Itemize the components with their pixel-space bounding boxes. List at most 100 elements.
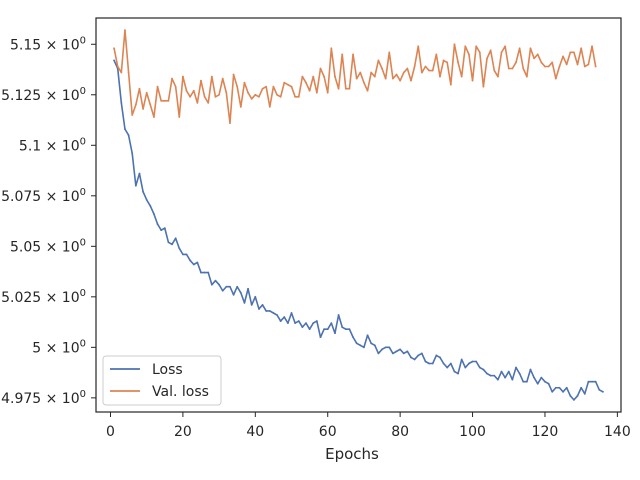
data-point [149, 205, 152, 207]
data-point [254, 93, 257, 96]
data-point [167, 99, 170, 102]
data-point [153, 213, 155, 215]
data-point [442, 362, 445, 365]
data-point [522, 380, 525, 383]
data-point [598, 388, 601, 391]
data-point [210, 283, 213, 286]
data-point [120, 101, 123, 104]
data-point [511, 378, 514, 381]
data-point [229, 285, 231, 288]
data-point [507, 67, 510, 70]
data-point [214, 95, 217, 98]
y-tick-mantissa: 5.15 × 10 [10, 37, 80, 53]
data-point [464, 45, 467, 48]
data-point [254, 295, 257, 298]
data-point [287, 322, 289, 324]
data-point [395, 73, 398, 76]
data-point [301, 326, 304, 329]
data-point [471, 79, 474, 82]
data-point [330, 47, 333, 50]
data-point [276, 93, 278, 96]
y-tick-label: 4.975 × 100 [1, 389, 86, 407]
data-point [276, 314, 278, 316]
data-point [283, 316, 286, 318]
data-point [551, 390, 554, 393]
data-point [399, 348, 402, 351]
data-point [602, 390, 604, 393]
data-point [370, 342, 373, 345]
data-point [272, 85, 275, 88]
data-point [540, 61, 543, 64]
data-point [363, 346, 365, 349]
data-point [518, 372, 521, 375]
data-point [370, 71, 373, 74]
data-point [323, 328, 325, 331]
data-point [468, 362, 470, 365]
series-points-val-loss [113, 29, 597, 124]
data-point [392, 352, 394, 355]
data-point [182, 253, 184, 256]
data-point [446, 366, 449, 369]
data-point [352, 53, 354, 56]
data-point [417, 45, 420, 48]
y-tick-mantissa: 5.125 × 10 [1, 88, 80, 104]
data-point [312, 322, 315, 324]
data-point [145, 91, 148, 94]
data-point [232, 73, 235, 76]
data-point [373, 344, 376, 347]
data-point [319, 67, 322, 70]
x-tick-label: 100 [459, 424, 486, 440]
data-point [113, 47, 115, 50]
y-tick-exponent: 0 [80, 35, 86, 46]
data-point [297, 320, 300, 322]
data-point [261, 304, 264, 306]
x-axis-label: Epochs [325, 445, 379, 463]
data-point [171, 243, 173, 246]
data-point [388, 51, 391, 54]
data-point [565, 386, 568, 389]
data-point [439, 356, 441, 359]
data-point [424, 360, 427, 363]
data-point [341, 53, 344, 56]
data-point [149, 103, 152, 106]
data-point [518, 47, 521, 50]
data-point [120, 71, 123, 74]
x-tick-label: 80 [391, 424, 409, 440]
data-point [420, 71, 423, 74]
y-tick-exponent: 0 [80, 389, 86, 400]
data-point [156, 223, 159, 225]
y-tick-exponent: 0 [80, 288, 86, 299]
data-point [395, 350, 398, 353]
data-point [449, 362, 452, 365]
data-point [138, 172, 141, 175]
data-point [587, 380, 590, 383]
data-point [580, 47, 583, 50]
data-point [569, 51, 572, 54]
x-tick-label: 40 [246, 424, 264, 440]
data-point [334, 332, 336, 335]
data-point [591, 380, 593, 383]
data-point [250, 97, 253, 100]
data-point [576, 63, 579, 66]
data-point [138, 87, 141, 90]
series-line-val-loss [113, 29, 597, 124]
data-point [497, 75, 499, 78]
data-point [525, 380, 528, 383]
data-point [464, 366, 467, 369]
data-point [265, 310, 268, 312]
data-point [352, 336, 354, 339]
data-point [420, 352, 423, 355]
data-point [522, 67, 525, 70]
series-points-loss [113, 59, 604, 401]
x-tick-label: 20 [174, 424, 192, 440]
data-point [341, 326, 344, 329]
data-point [279, 320, 282, 322]
y-tick-label: 5.15 × 100 [10, 35, 86, 53]
data-point [475, 360, 478, 363]
data-point [221, 289, 224, 292]
data-point [547, 382, 550, 385]
data-point [482, 368, 485, 371]
legend: Loss Val. loss [102, 355, 222, 406]
